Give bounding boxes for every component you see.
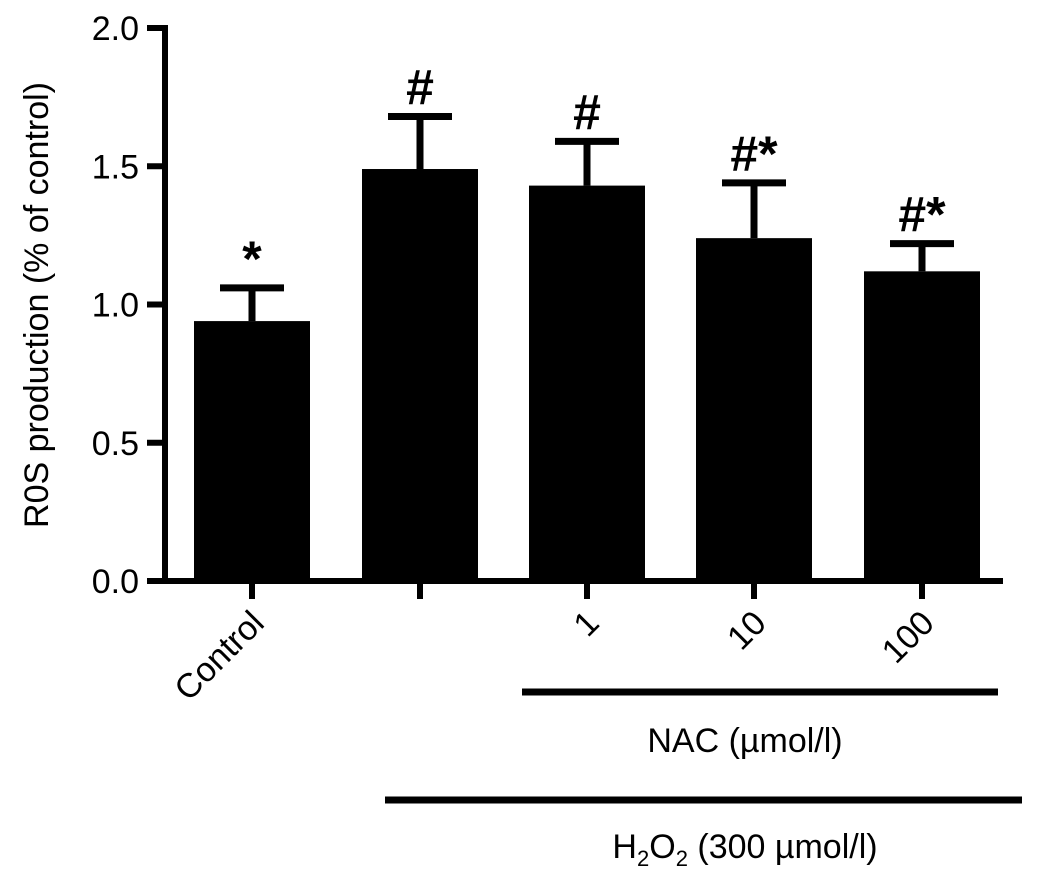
nac-group-label: NAC (µmol/l) <box>647 722 842 760</box>
significance-marker: # <box>406 59 434 115</box>
x-tick-label: Control <box>167 604 271 708</box>
significance-marker: #* <box>730 126 778 182</box>
h2o2-o: O <box>649 828 675 866</box>
significance-marker: #* <box>898 187 946 243</box>
h2o2-sub1: 2 <box>637 846 649 871</box>
x-tick-label: 1 <box>566 604 606 644</box>
y-tick-label: 0.5 <box>92 425 139 463</box>
bar <box>194 321 310 581</box>
y-tick-label: 1.5 <box>92 148 139 186</box>
bar <box>362 169 478 581</box>
plot-area: 0.0 0.5 1.0 1.5 2.0 * Control # #1 #* 10 #* 100 <box>92 10 1003 708</box>
bar <box>696 238 812 581</box>
y-tick-label: 2.0 <box>92 10 139 48</box>
bar <box>529 185 645 582</box>
bar <box>864 271 980 581</box>
h2o2-h: H <box>612 828 637 866</box>
y-tick-label: 0.0 <box>92 563 139 601</box>
h2o2-suffix: (300 µmol/l) <box>688 828 878 866</box>
significance-marker: # <box>573 84 601 140</box>
x-tick-label: 10 <box>720 604 774 658</box>
significance-marker: * <box>242 231 262 287</box>
x-tick-label: 100 <box>875 604 942 671</box>
h2o2-sub2: 2 <box>676 846 688 871</box>
y-tick-label: 1.0 <box>92 287 139 325</box>
y-axis-label: R0S production (% of control) <box>18 82 56 528</box>
h2o2-group-label: H2O2 (300 µmol/l) <box>612 828 877 871</box>
